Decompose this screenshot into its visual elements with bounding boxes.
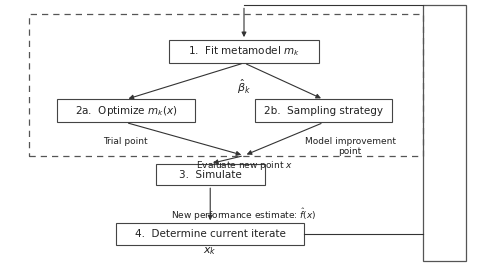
Text: $\hat{\beta}_k$: $\hat{\beta}_k$ [237, 78, 251, 96]
FancyBboxPatch shape [156, 164, 264, 185]
FancyBboxPatch shape [57, 99, 195, 123]
FancyBboxPatch shape [169, 40, 319, 63]
Text: New performance estimate: $\hat{f}(x)$: New performance estimate: $\hat{f}(x)$ [171, 206, 317, 223]
Text: 2a.  Optimize $m_k(x)$: 2a. Optimize $m_k(x)$ [75, 104, 177, 118]
FancyBboxPatch shape [116, 223, 305, 245]
Text: $x_k$: $x_k$ [203, 245, 217, 257]
Text: Model improvement
point: Model improvement point [305, 137, 396, 156]
Text: 4.  Determine current iterate: 4. Determine current iterate [135, 229, 285, 239]
Text: 1.  Fit metamodel $m_k$: 1. Fit metamodel $m_k$ [188, 44, 300, 58]
FancyBboxPatch shape [255, 99, 392, 123]
Text: 2b.  Sampling strategy: 2b. Sampling strategy [264, 106, 383, 116]
Text: Trial point: Trial point [103, 137, 148, 146]
Text: Evaluate new point $x$: Evaluate new point $x$ [196, 158, 292, 172]
Text: 3.  Simulate: 3. Simulate [179, 169, 242, 179]
